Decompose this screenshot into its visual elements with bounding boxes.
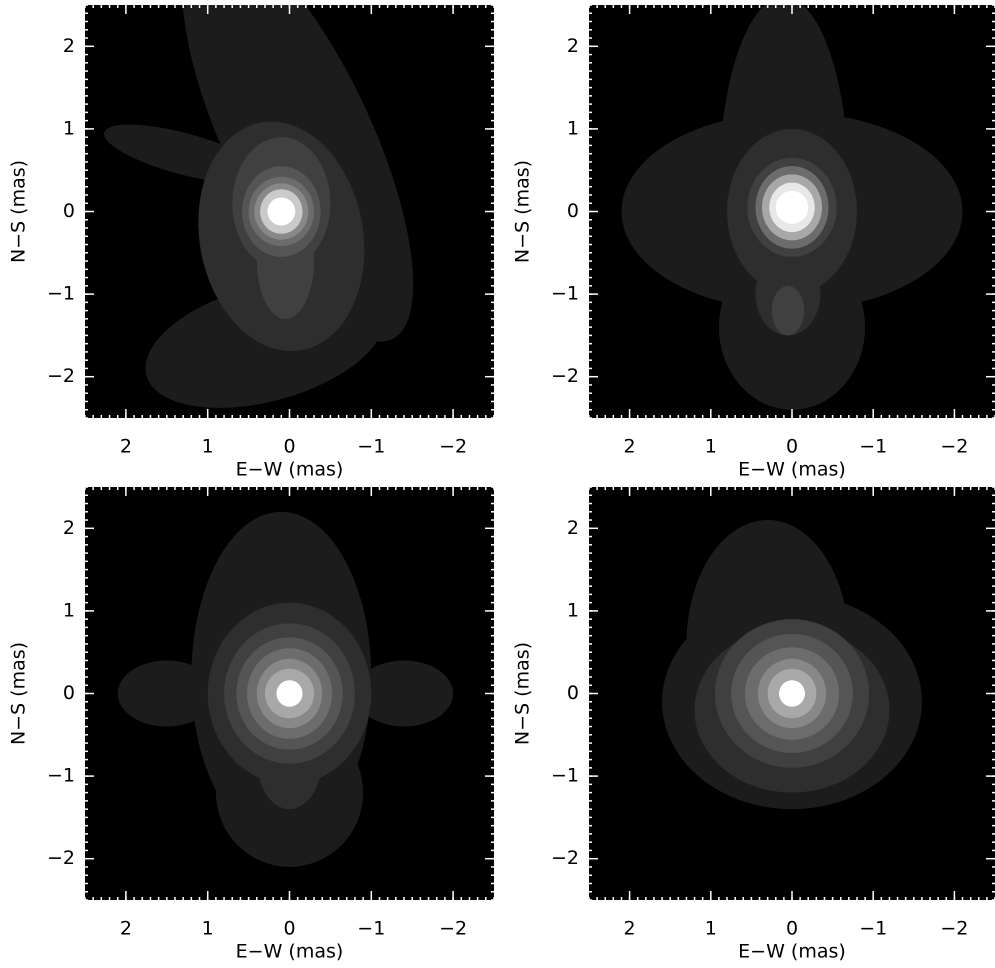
y-tick-label: −1 bbox=[551, 283, 579, 305]
x-tick-label: −1 bbox=[859, 436, 887, 458]
x-tick-label: 2 bbox=[120, 918, 132, 940]
x-tick-label: −2 bbox=[940, 436, 968, 458]
y-axis-label: N−S (mas) bbox=[8, 642, 30, 745]
x-tick-label: −1 bbox=[357, 436, 385, 458]
y-tick-label: −2 bbox=[47, 847, 75, 869]
panel: 2 1 0 −1 −2 −2 −1 0 1 2 E−W (mas) N−S (mas) bbox=[8, 0, 495, 481]
contour-level bbox=[267, 197, 295, 225]
y-tick-label: 1 bbox=[567, 599, 579, 621]
x-tick-label: 1 bbox=[705, 436, 717, 458]
y-tick-label: −2 bbox=[47, 365, 75, 387]
x-tick-label: 0 bbox=[283, 918, 295, 940]
y-tick-label: 0 bbox=[567, 682, 579, 704]
panel: 2 1 0 −1 −2 −2 −1 0 1 2 E−W (mas) N−S (mas) bbox=[8, 487, 495, 963]
panel: 2 1 0 −1 −2 −2 −1 0 1 2 E−W (mas) N−S (mas) bbox=[512, 487, 995, 963]
y-tick-label: 2 bbox=[567, 517, 579, 539]
y-tick-label: 0 bbox=[63, 200, 75, 222]
y-tick-label: −1 bbox=[47, 765, 75, 787]
y-tick-label: 1 bbox=[63, 117, 75, 139]
x-tick-label: 0 bbox=[786, 436, 798, 458]
x-tick-label: −1 bbox=[357, 918, 385, 940]
y-tick-label: −1 bbox=[47, 283, 75, 305]
contour-level bbox=[776, 191, 808, 224]
x-tick-label: 1 bbox=[202, 436, 214, 458]
x-axis-label: E−W (mas) bbox=[236, 941, 344, 963]
x-axis-label: E−W (mas) bbox=[236, 459, 344, 481]
contour-level bbox=[118, 660, 216, 726]
y-axis-label: N−S (mas) bbox=[512, 642, 534, 745]
y-tick-label: −1 bbox=[551, 765, 579, 787]
x-tick-label: −1 bbox=[859, 918, 887, 940]
x-tick-label: 2 bbox=[624, 918, 636, 940]
x-tick-label: 2 bbox=[624, 436, 636, 458]
x-tick-label: 1 bbox=[202, 918, 214, 940]
contour-level bbox=[779, 680, 805, 706]
y-tick-label: 2 bbox=[63, 517, 75, 539]
contour-level bbox=[772, 286, 804, 336]
x-tick-label: 2 bbox=[120, 436, 132, 458]
y-tick-label: 1 bbox=[63, 599, 75, 621]
y-tick-label: 0 bbox=[567, 200, 579, 222]
y-tick-label: −2 bbox=[551, 847, 579, 869]
y-tick-label: 1 bbox=[567, 117, 579, 139]
x-tick-label: 0 bbox=[786, 918, 798, 940]
x-axis-label: E−W (mas) bbox=[738, 459, 846, 481]
x-tick-label: −2 bbox=[439, 918, 467, 940]
y-axis-label: N−S (mas) bbox=[512, 160, 534, 263]
x-axis-label: E−W (mas) bbox=[738, 941, 846, 963]
y-tick-label: 0 bbox=[63, 682, 75, 704]
x-tick-label: 0 bbox=[283, 436, 295, 458]
panel: 2 1 0 −1 −2 −2 −1 0 1 2 E−W (mas) N−S (mas) bbox=[512, 0, 995, 481]
y-tick-label: −2 bbox=[551, 365, 579, 387]
x-tick-label: −2 bbox=[439, 436, 467, 458]
y-axis-label: N−S (mas) bbox=[8, 160, 30, 263]
x-tick-label: 1 bbox=[705, 918, 717, 940]
x-tick-label: −2 bbox=[940, 918, 968, 940]
y-tick-label: 2 bbox=[567, 35, 579, 57]
y-tick-label: 2 bbox=[63, 35, 75, 57]
contour-level bbox=[276, 680, 302, 706]
